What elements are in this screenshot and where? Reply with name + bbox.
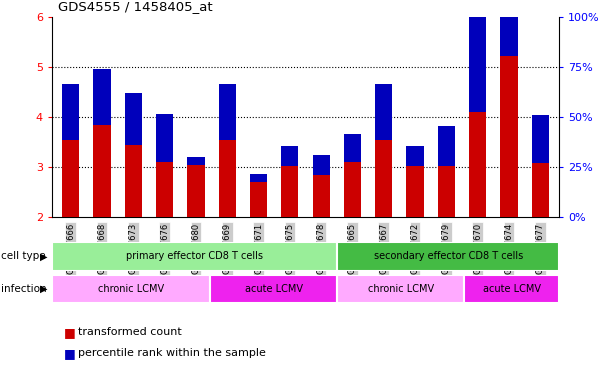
Bar — [93, 125, 111, 217]
Bar — [125, 93, 142, 145]
Bar — [437, 166, 455, 217]
Bar — [219, 140, 236, 217]
Bar — [125, 145, 142, 217]
Bar — [406, 146, 423, 166]
Text: ■: ■ — [64, 326, 76, 339]
Bar — [437, 126, 455, 166]
Bar — [250, 174, 267, 182]
Bar — [337, 242, 559, 271]
Bar — [500, 56, 518, 217]
Bar — [500, 0, 518, 56]
Bar — [62, 140, 79, 217]
Text: percentile rank within the sample: percentile rank within the sample — [78, 348, 265, 358]
Bar — [375, 140, 392, 217]
Bar — [469, 112, 486, 217]
Text: ▶: ▶ — [40, 284, 48, 294]
Bar — [52, 242, 337, 271]
Text: chronic LCMV: chronic LCMV — [368, 284, 434, 294]
Text: ▶: ▶ — [40, 251, 48, 262]
Bar — [281, 146, 298, 166]
Text: secondary effector CD8 T cells: secondary effector CD8 T cells — [373, 251, 523, 262]
Bar — [532, 115, 549, 163]
Bar — [464, 275, 559, 303]
Bar — [337, 275, 464, 303]
Bar — [250, 182, 267, 217]
Bar — [406, 166, 423, 217]
Bar — [313, 155, 330, 175]
Bar — [469, 0, 486, 112]
Text: ■: ■ — [64, 347, 76, 360]
Text: acute LCMV: acute LCMV — [245, 284, 303, 294]
Bar — [188, 165, 205, 217]
Text: chronic LCMV: chronic LCMV — [98, 284, 164, 294]
Bar — [219, 84, 236, 140]
Text: primary effector CD8 T cells: primary effector CD8 T cells — [126, 251, 263, 262]
Bar — [532, 163, 549, 217]
Bar — [210, 275, 337, 303]
Bar — [52, 275, 210, 303]
Bar — [156, 162, 174, 217]
Bar — [344, 162, 361, 217]
Text: acute LCMV: acute LCMV — [483, 284, 541, 294]
Text: GDS4555 / 1458405_at: GDS4555 / 1458405_at — [58, 0, 213, 13]
Bar — [281, 166, 298, 217]
Bar — [375, 84, 392, 140]
Bar — [156, 114, 174, 162]
Bar — [313, 175, 330, 217]
Text: cell type: cell type — [1, 251, 46, 262]
Bar — [344, 134, 361, 162]
Bar — [93, 69, 111, 125]
Bar — [62, 84, 79, 140]
Text: infection: infection — [1, 284, 47, 294]
Text: transformed count: transformed count — [78, 327, 181, 337]
Bar — [188, 157, 205, 165]
